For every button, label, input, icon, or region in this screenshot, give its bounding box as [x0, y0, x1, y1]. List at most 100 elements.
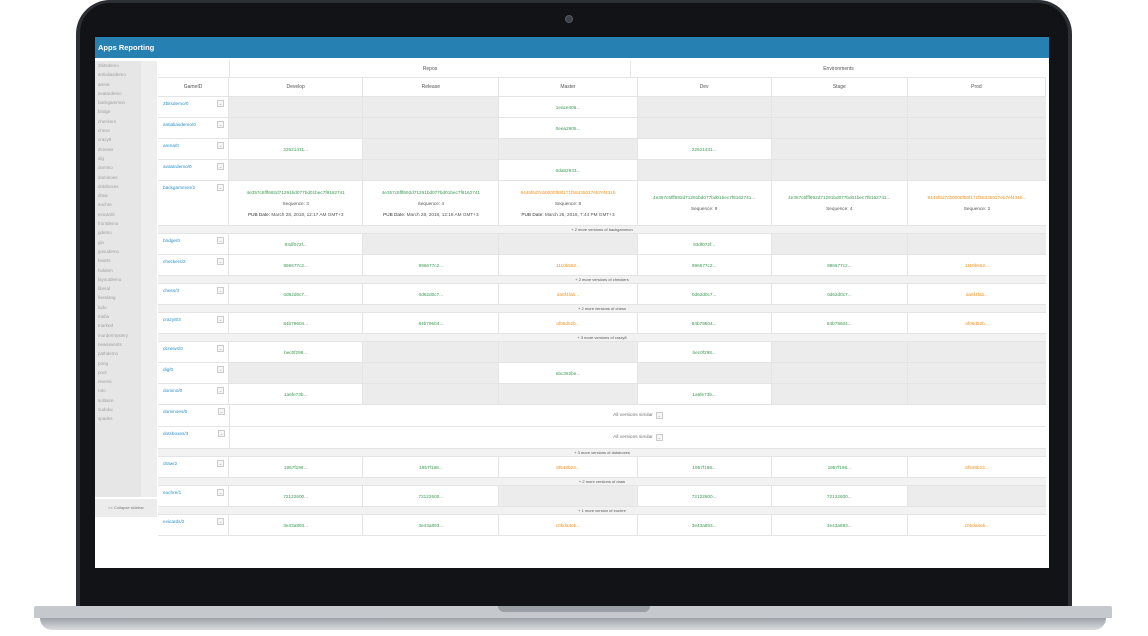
sidebar-item[interactable]: antialiasdemo [98, 72, 126, 78]
game-id-label[interactable]: arena/0 [163, 143, 179, 148]
version-cell-develop[interactable]: 1a6fe73b... [229, 384, 364, 404]
version-cell-stage[interactable]: 3e43a893... [772, 515, 908, 535]
game-id-link[interactable]: draw/2 ⌄ [158, 457, 230, 477]
sidebar-item[interactable]: sudoku [98, 406, 113, 412]
commit-hash[interactable]: 9445f6d7cb0000f58f171f58435027eb7ef431b.… [927, 195, 1027, 200]
more-versions-link[interactable]: + 2 more versions of chess [158, 305, 1046, 313]
sidebar-item[interactable]: hearts [98, 258, 111, 264]
sidebar-item[interactable]: spades [98, 416, 113, 422]
version-cell-develop[interactable]: 1957f198... [229, 457, 364, 477]
chevron-down-icon[interactable]: ⌄ [217, 316, 225, 323]
sidebar-scrollbar[interactable] [141, 61, 157, 497]
sidebar-item[interactable]: liberal [98, 286, 111, 292]
commit-hash[interactable]: 4e357c5fff692d71291bd077bd01bec7f8162741 [381, 189, 481, 195]
game-id-link[interactable]: crazy8/3 ⌄ [158, 313, 230, 333]
version-cell-release[interactable]: 996677c2... [363, 255, 500, 275]
collapse-sidebar-button[interactable]: << Collapse sidebar [95, 499, 157, 517]
version-cell-dev[interactable]: 3e43a893... [638, 515, 772, 535]
chevron-down-icon[interactable]: ⌄ [217, 258, 225, 265]
commit-hash[interactable]: 4e357c5fff692d71291bd077bd01bec7f8162741… [653, 195, 756, 200]
version-cell-master[interactable]: 0da82933... [499, 160, 638, 180]
column-header-release[interactable]: Release [363, 78, 500, 96]
chevron-down-icon[interactable]: ⌄ [217, 387, 225, 394]
game-id-label[interactable]: domino/0 [163, 388, 183, 393]
sidebar-item[interactable]: gosudemo [98, 248, 120, 254]
version-detail-dev[interactable]: 4e357c5fff692d71291bd077bd01bec7f8162741… [638, 181, 772, 225]
version-cell-dev[interactable]: 1957f198... [638, 457, 772, 477]
commit-hash[interactable]: 4e357c5fff692d71291bd077bd01bec7f8162741 [246, 189, 345, 195]
chevron-down-icon[interactable]: ⌄ [217, 345, 225, 352]
version-cell-dev[interactable]: bec0f298... [638, 342, 772, 362]
game-id-label[interactable]: chess/3 [163, 288, 180, 293]
more-versions-link[interactable]: + 1 more version of euchre [158, 507, 1046, 515]
column-header-prod[interactable]: Prod [908, 78, 1046, 96]
chevron-down-icon[interactable]: ⌄ [218, 430, 225, 437]
version-cell-stage[interactable]: 0d62d0c7... [772, 284, 908, 304]
game-id-label[interactable]: dominoes/0 [163, 409, 188, 414]
sidebar-item[interactable]: draw [98, 193, 108, 199]
commit-hash[interactable]: 9445f6d7cb0000f58f171f58435027eb7ef431b [520, 189, 616, 195]
more-versions-link[interactable]: + 2 more versions of backgammon [158, 226, 1046, 234]
chevron-down-icon[interactable]: ⌄ [217, 184, 225, 191]
game-id-label[interactable]: checkers/2 [163, 259, 186, 264]
column-header-gameid[interactable]: GameID [158, 78, 230, 96]
sidebar-item[interactable]: gin [98, 239, 105, 245]
column-header-stage[interactable]: Stage [772, 78, 908, 96]
sidebar-item[interactable]: frontdemo [98, 221, 119, 227]
chevron-down-icon[interactable]: ⌄ [217, 121, 225, 128]
more-versions-link[interactable]: + 2 more versions of draw [158, 478, 1046, 486]
version-cell-dev[interactable]: 22621431... [638, 139, 772, 159]
version-cell-develop[interactable]: bec0f298... [229, 342, 364, 362]
sidebar-item[interactable]: checkers [98, 118, 117, 124]
sidebar-item[interactable]: pathdemo [98, 351, 119, 357]
game-id-label[interactable]: draw/2 [163, 461, 178, 466]
version-cell-dev[interactable]: 93df072f... [638, 234, 772, 254]
chevron-down-icon[interactable]: ⌄ [217, 518, 225, 525]
chevron-down-icon[interactable]: ⌄ [217, 163, 225, 170]
version-cell-master[interactable]: da6f4fab... [499, 284, 638, 304]
version-cell-prod[interactable]: da6f4fab... [965, 291, 989, 297]
version-cell-develop[interactable]: 93df072f... [229, 234, 364, 254]
sidebar-item[interactable]: pong [98, 360, 109, 366]
sidebar-item[interactable]: arena [98, 81, 110, 87]
sidebar-item[interactable]: marked [98, 323, 114, 329]
sidebar-item[interactable]: bridge [98, 109, 111, 115]
version-cell-master[interactable]: ebc362be... [499, 363, 638, 383]
sidebar-item[interactable]: roto [98, 388, 106, 394]
version-cell-dev[interactable]: 72122600... [638, 486, 772, 506]
sidebar-item[interactable]: reversi [98, 379, 112, 385]
version-cell-stage[interactable]: 84b79604... [772, 313, 908, 333]
version-cell-stage[interactable]: 1957f198... [772, 457, 908, 477]
commit-hash[interactable]: 4e357c5fff692d71291bd077bd01bec7f8162741… [788, 195, 891, 200]
game-id-link[interactable]: dotsboxes/3 ⌄ [158, 427, 230, 448]
game-id-link[interactable]: backgammon/2 ⌄ [158, 181, 230, 225]
game-id-link[interactable]: dominoes/0 ⌄ [158, 405, 230, 426]
column-header-develop[interactable]: Develop [229, 78, 364, 96]
version-cell-develop[interactable]: 72122600... [229, 486, 364, 506]
version-detail-prod[interactable]: 9445f6d7cb0000f58f171f58435027eb7ef431b.… [908, 181, 1046, 225]
version-detail-stage[interactable]: 4e357c5fff692d71291bd077bd01bec7f8162741… [772, 181, 908, 225]
game-id-link[interactable]: euchre/1 ⌄ [158, 486, 230, 506]
version-cell-develop[interactable]: 84b79604... [229, 313, 364, 333]
version-cell-prod[interactable]: 6f548b23... [965, 464, 989, 470]
version-cell-release[interactable]: 3e43a893... [363, 515, 500, 535]
version-cell-prod[interactable]: af06d52b... [965, 320, 989, 326]
version-cell-dev[interactable]: 0d62d0c7... [638, 284, 772, 304]
version-cell-stage[interactable]: 996677c2... [772, 255, 908, 275]
sidebar-item[interactable]: dotsboxes [98, 183, 119, 189]
sidebar-item[interactable]: dcnews [98, 146, 114, 152]
chevron-down-icon[interactable]: ⌄ [217, 366, 225, 373]
game-id-label[interactable]: backgammon/2 [163, 185, 196, 190]
version-cell-develop[interactable]: 22621431... [229, 139, 364, 159]
version-cell-master[interactable]: 1eace406... [499, 97, 638, 117]
game-id-label[interactable]: dcnews/0 [163, 346, 183, 351]
version-cell-develop[interactable]: 996677c2... [229, 255, 364, 275]
chevron-down-icon[interactable]: ⌄ [217, 100, 225, 107]
sidebar-item[interactable]: mafia [98, 314, 110, 320]
version-detail-release[interactable]: 4e357c5fff692d71291bd077bd01bec7f8162741… [363, 181, 500, 225]
sidebar-item[interactable]: ludo [98, 304, 107, 310]
game-id-label[interactable]: 2bitsdemo/0 [163, 101, 189, 106]
version-cell-release[interactable]: 84b79604... [363, 313, 500, 333]
sidebar-item[interactable]: domino [98, 165, 113, 171]
chevron-down-icon[interactable]: ⌄ [218, 408, 225, 415]
